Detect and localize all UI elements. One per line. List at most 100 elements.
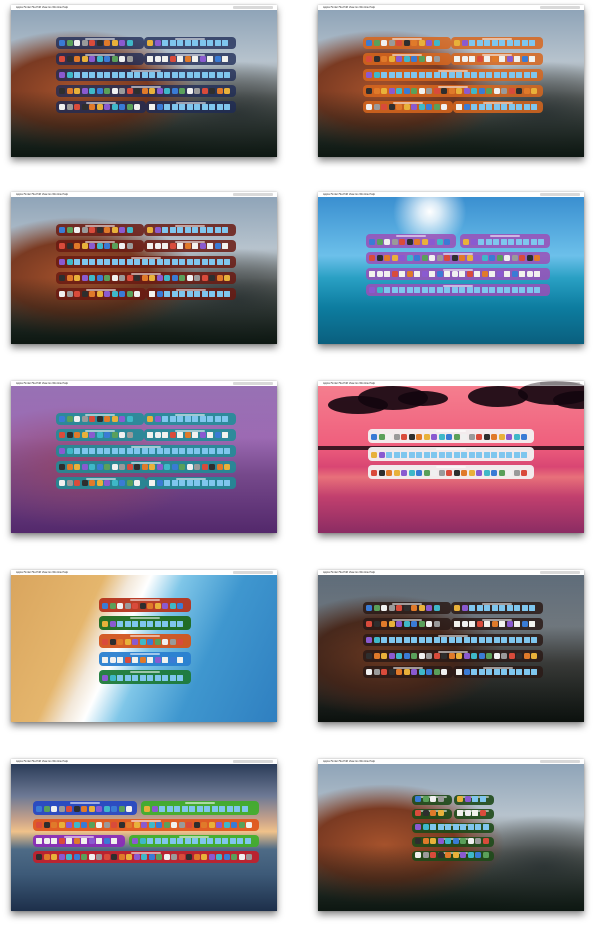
app-icon[interactable] — [74, 104, 80, 110]
app-icon[interactable] — [486, 88, 492, 94]
status-menu-icons[interactable] — [540, 6, 580, 9]
stack-panel[interactable] — [56, 272, 236, 284]
folder-icon[interactable] — [179, 291, 185, 297]
app-icon[interactable] — [498, 470, 505, 476]
folder-icon[interactable] — [194, 104, 200, 110]
app-icon[interactable] — [119, 243, 125, 249]
app-icon[interactable] — [478, 88, 485, 94]
folder-icon[interactable] — [141, 72, 148, 78]
folder-icon[interactable] — [134, 448, 140, 454]
folder-icon[interactable] — [134, 259, 140, 265]
folder-icon[interactable] — [171, 104, 178, 110]
app-icon[interactable] — [119, 480, 125, 486]
app-icon[interactable] — [474, 255, 480, 261]
app-icon[interactable] — [51, 854, 57, 860]
app-icon[interactable] — [373, 621, 380, 627]
app-icon[interactable] — [117, 603, 123, 609]
app-icon[interactable] — [169, 432, 176, 438]
app-icon[interactable] — [66, 56, 73, 62]
folder-icon[interactable] — [500, 239, 507, 245]
menu-bar[interactable]: Apple Finder File Edit View Go Window He… — [11, 381, 277, 386]
app-icon[interactable] — [148, 822, 155, 828]
folder-icon[interactable] — [184, 227, 191, 233]
folder-icon[interactable] — [460, 824, 466, 830]
folder-icon[interactable] — [446, 452, 452, 458]
folder-icon[interactable] — [461, 452, 467, 458]
document-icon[interactable] — [192, 432, 198, 438]
app-icon[interactable] — [139, 639, 146, 645]
document-icon[interactable] — [489, 271, 495, 277]
app-icon[interactable] — [366, 621, 372, 627]
folder-icon[interactable] — [126, 259, 133, 265]
app-icon[interactable] — [104, 480, 110, 486]
folder-icon[interactable] — [478, 72, 485, 78]
app-icon[interactable] — [418, 88, 425, 94]
folder-icon[interactable] — [479, 796, 486, 802]
app-icon[interactable] — [81, 416, 88, 422]
folder-icon[interactable] — [154, 675, 161, 681]
folder-icon[interactable] — [523, 669, 530, 675]
app-icon[interactable] — [184, 56, 191, 62]
app-icon[interactable] — [171, 854, 177, 860]
app-icon[interactable] — [422, 796, 429, 802]
app-icon[interactable] — [426, 40, 432, 46]
app-icon[interactable] — [126, 291, 133, 297]
folder-icon[interactable] — [164, 72, 170, 78]
document-icon[interactable] — [519, 271, 525, 277]
app-icon[interactable] — [445, 852, 451, 858]
folder-icon[interactable] — [506, 605, 513, 611]
app-icon[interactable] — [74, 416, 80, 422]
stack-panel[interactable] — [33, 801, 137, 815]
folder-icon[interactable] — [104, 259, 110, 265]
document-icon[interactable] — [147, 56, 153, 62]
app-icon[interactable] — [461, 434, 467, 440]
folder-icon[interactable] — [181, 806, 188, 812]
app-icon[interactable] — [433, 669, 440, 675]
desktop-screenshot[interactable]: Apple Finder File Edit View Go Window He… — [318, 192, 584, 344]
app-icon[interactable] — [461, 56, 468, 62]
app-icon[interactable] — [431, 434, 437, 440]
document-icon[interactable] — [222, 56, 228, 62]
app-icon[interactable] — [156, 88, 163, 94]
app-icon[interactable] — [444, 255, 450, 261]
folder-icon[interactable] — [467, 824, 474, 830]
document-icon[interactable] — [514, 56, 520, 62]
folder-icon[interactable] — [216, 448, 223, 454]
app-icon[interactable] — [391, 239, 398, 245]
folder-icon[interactable] — [471, 637, 477, 643]
folder-icon[interactable] — [194, 480, 200, 486]
folder-icon[interactable] — [179, 259, 185, 265]
document-icon[interactable] — [222, 432, 228, 438]
app-icon[interactable] — [411, 621, 417, 627]
menu-bar[interactable]: Apple Finder File Edit View Go Window He… — [11, 570, 277, 575]
folder-icon[interactable] — [186, 259, 193, 265]
desktop-screenshot[interactable]: Apple Finder File Edit View Go Window He… — [11, 759, 277, 911]
app-icon[interactable] — [381, 40, 387, 46]
app-icon[interactable] — [96, 822, 102, 828]
app-icon[interactable] — [467, 852, 474, 858]
app-icon[interactable] — [463, 669, 470, 675]
app-icon[interactable] — [169, 243, 176, 249]
folder-icon[interactable] — [199, 416, 206, 422]
stack-panel[interactable] — [144, 240, 236, 252]
app-icon[interactable] — [403, 653, 410, 659]
stack-panel[interactable] — [454, 809, 494, 819]
app-icon[interactable] — [508, 653, 515, 659]
app-icon[interactable] — [96, 806, 102, 812]
document-icon[interactable] — [384, 271, 390, 277]
folder-icon[interactable] — [216, 104, 223, 110]
document-icon[interactable] — [117, 657, 123, 663]
folder-icon[interactable] — [491, 452, 497, 458]
folder-icon[interactable] — [194, 448, 200, 454]
app-icon[interactable] — [66, 40, 73, 46]
folder-icon[interactable] — [171, 448, 178, 454]
app-icon[interactable] — [81, 432, 88, 438]
app-icon[interactable] — [388, 653, 395, 659]
folder-icon[interactable] — [526, 287, 533, 293]
folder-icon[interactable] — [411, 72, 417, 78]
app-icon[interactable] — [457, 796, 463, 802]
app-icon[interactable] — [111, 806, 117, 812]
app-icon[interactable] — [521, 470, 527, 476]
stack-panel[interactable] — [56, 37, 144, 49]
folder-icon[interactable] — [149, 259, 155, 265]
